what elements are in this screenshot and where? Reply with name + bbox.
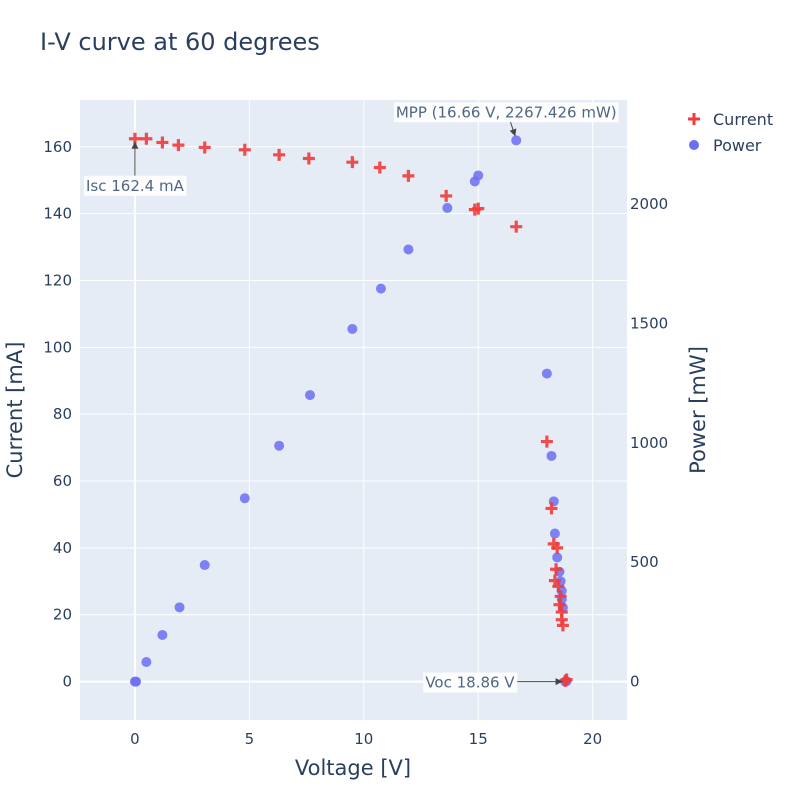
x-tick-label: 15 [469,730,488,748]
y-tick-label: 120 [43,271,72,289]
current-point[interactable] [556,619,569,632]
annotations: MPP (16.66 V, 2267.426 mW) Isc 162.4 mA … [84,102,619,693]
power-point[interactable] [199,560,210,571]
annotation-mpp-label: MPP (16.66 V, 2267.426 mW) [396,103,617,121]
current-point[interactable] [302,152,315,165]
power-point[interactable] [131,676,142,687]
annotation-isc-arrowhead [131,141,139,149]
power-point[interactable] [141,656,152,667]
current-point[interactable] [552,580,565,593]
y2-tick-label: 2000 [630,195,668,213]
power-point[interactable] [174,602,185,613]
y-axis-ticks: 0 20 40 60 80 100 120 140 160 [43,138,72,691]
current-point[interactable] [545,502,558,515]
current-series [128,132,573,687]
current-point[interactable] [373,161,386,174]
y-tick-label: 160 [43,138,72,156]
power-point[interactable] [511,135,522,146]
x-tick-label: 0 [130,730,140,748]
power-point[interactable] [239,493,250,504]
legend-item-current[interactable]: Current [688,110,773,129]
power-point[interactable] [347,323,358,334]
power-point[interactable] [442,202,453,213]
y-tick-label: 100 [43,338,72,356]
current-point[interactable] [140,132,153,145]
power-point[interactable] [546,450,557,461]
power-series [129,135,572,687]
legend-power-label: Power [713,136,762,155]
y-axis-title: Current [mA] [3,342,27,479]
x-tick-label: 20 [583,730,602,748]
y-tick-label: 60 [53,472,72,490]
current-point[interactable] [156,136,169,149]
current-point[interactable] [198,141,211,154]
y2-tick-label: 500 [630,553,659,571]
power-point[interactable] [157,630,168,641]
current-point[interactable] [550,563,563,576]
current-point[interactable] [172,139,185,152]
y-tick-label: 20 [53,606,72,624]
legend-current-cross-icon [688,113,700,125]
y-tick-label: 140 [43,205,72,223]
power-point[interactable] [403,244,414,255]
power-point[interactable] [552,552,563,563]
power-point[interactable] [375,283,386,294]
current-point[interactable] [440,189,453,202]
annotation-isc-box [84,175,187,196]
annotation-voc-box [423,672,518,693]
current-point[interactable] [510,220,523,233]
y2-tick-label: 1000 [630,434,668,452]
current-point[interactable] [553,598,566,611]
current-point[interactable] [540,435,553,448]
power-point[interactable] [473,170,484,181]
annotation-voc-label: Voc 18.86 V [425,674,515,692]
y2-axis-title: Power [mW] [686,346,710,474]
legend: Current Power [688,110,773,155]
y-tick-label: 80 [53,405,72,423]
x-tick-label: 10 [354,730,373,748]
legend-item-power[interactable]: Power [689,136,762,155]
annotation-mpp: MPP (16.66 V, 2267.426 mW) [393,102,619,137]
power-point[interactable] [549,528,560,539]
annotation-mpp-arrowhead [509,128,517,137]
current-point[interactable] [402,169,415,182]
x-axis-title: Voltage [V] [295,756,411,780]
current-point[interactable] [238,143,251,156]
annotation-mpp-box [393,102,619,123]
legend-power-circle-icon [689,140,699,150]
y2-axis-ticks: 0 500 1000 1500 2000 [630,195,668,690]
y2-tick-label: 0 [630,673,640,691]
plot-area[interactable] [80,100,627,720]
current-point[interactable] [551,541,564,554]
y-tick-label: 40 [53,539,72,557]
chart-title: I-V curve at 60 degrees [40,28,320,56]
power-point[interactable] [305,390,316,401]
current-point[interactable] [346,156,359,169]
current-point[interactable] [273,148,286,161]
power-point[interactable] [541,368,552,379]
annotation-isc-label: Isc 162.4 mA [86,177,185,195]
annotation-isc: Isc 162.4 mA [84,141,187,196]
y2-tick-label: 1500 [630,314,668,332]
legend-current-label: Current [713,110,773,129]
power-point[interactable] [274,440,285,451]
y-tick-label: 0 [62,673,72,691]
current-point[interactable] [472,202,485,215]
annotation-voc: Voc 18.86 V [423,672,563,693]
x-tick-label: 5 [245,730,255,748]
gridlines [80,100,627,720]
annotation-voc-arrowhead [555,678,563,686]
x-axis-ticks: 0 5 10 15 20 [130,730,602,748]
